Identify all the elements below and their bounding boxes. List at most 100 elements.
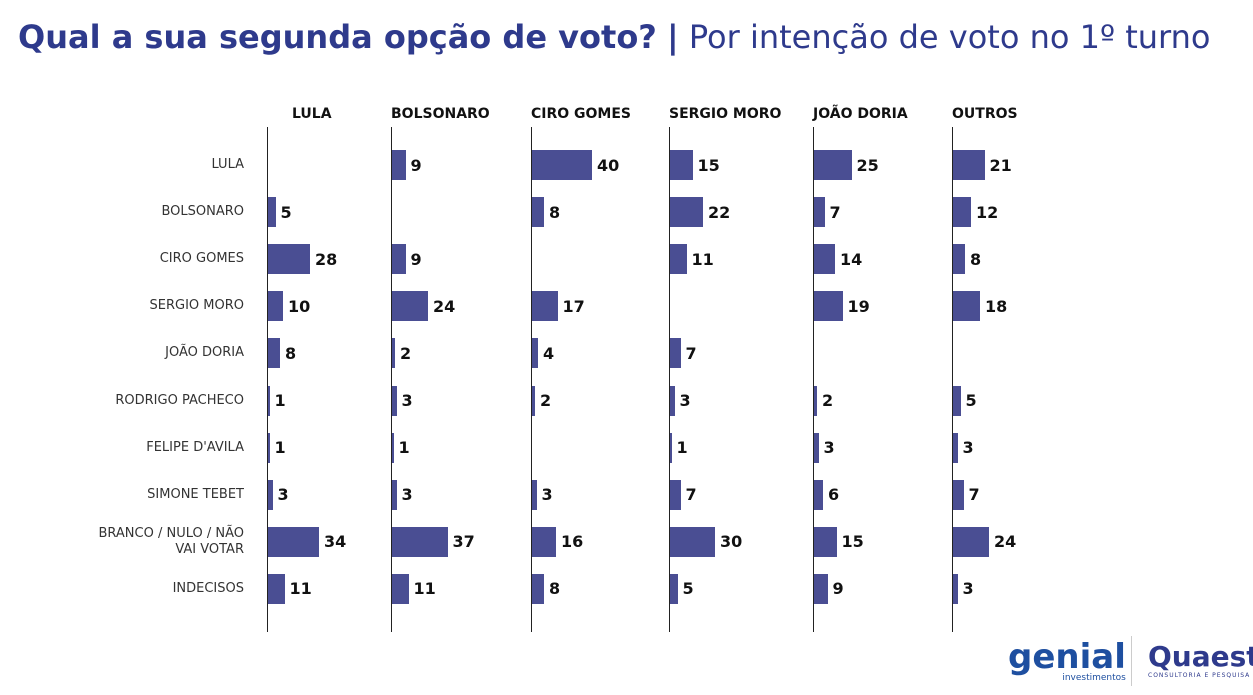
value-label: 5 (682, 579, 694, 599)
bar (814, 573, 828, 604)
value-label: 7 (829, 202, 841, 222)
bar (670, 385, 675, 416)
value-label: 3 (277, 485, 289, 505)
bar (392, 150, 406, 180)
bar (814, 291, 843, 322)
logo-genial: genial investimentos (1008, 640, 1126, 683)
value-label: 5 (965, 391, 977, 410)
column-header: CIRO GOMES (531, 106, 632, 122)
row-label: CIRO GOMES (159, 251, 244, 267)
axis-line (267, 127, 268, 632)
bar (268, 291, 283, 322)
axis-line (813, 127, 814, 632)
value-label: 19 (847, 296, 870, 316)
bar (532, 479, 537, 510)
value-label: 3 (962, 438, 974, 458)
logo-sub: CONSULTORIA E PESQUISA (1148, 672, 1251, 679)
bar (392, 526, 448, 557)
bar (670, 244, 687, 275)
value-label: 9 (832, 579, 844, 599)
bar (532, 150, 592, 180)
value-label: 1 (274, 391, 286, 410)
bar (670, 479, 681, 510)
row-label: BOLSONARO (161, 204, 244, 220)
row-label: BRANCO / NULO / NÃO VAI VOTAR (98, 525, 244, 557)
value-label: 30 (720, 532, 743, 552)
bar (268, 197, 276, 228)
value-label: 2 (400, 343, 412, 363)
column-header: JOÃO DORIA (813, 106, 908, 122)
separator: | (667, 18, 679, 56)
value-label: 11 (691, 249, 714, 269)
bar (532, 197, 544, 228)
logo-sub: investimentos (1062, 673, 1126, 683)
value-label: 3 (679, 391, 691, 410)
value-label: 8 (549, 202, 561, 222)
value-label: 12 (976, 202, 999, 222)
bar (392, 479, 397, 510)
value-label: 15 (841, 532, 864, 552)
value-label: 14 (840, 249, 863, 269)
value-label: 11 (413, 579, 436, 599)
column-header: LULA (292, 106, 332, 122)
bar (953, 385, 961, 416)
bar (953, 526, 989, 557)
value-label: 7 (685, 343, 697, 363)
bar (953, 291, 980, 322)
bar (392, 291, 428, 322)
bar (953, 479, 964, 510)
bar (670, 197, 703, 228)
value-label: 7 (685, 485, 697, 505)
bar (392, 338, 395, 369)
value-label: 22 (708, 202, 731, 222)
chart-subtitle: Por intenção de voto no 1º turno (688, 18, 1211, 56)
value-label: 8 (549, 579, 561, 599)
bar (814, 526, 837, 557)
value-label: 28 (315, 249, 338, 269)
bar (392, 244, 406, 275)
value-label: 6 (828, 485, 840, 505)
bar (670, 432, 672, 463)
row-label: SERGIO MORO (149, 298, 245, 314)
row-label: INDECISOS (172, 580, 244, 596)
bar (268, 385, 270, 416)
bar (268, 573, 285, 604)
value-label: 4 (543, 343, 555, 363)
value-label: 1 (676, 438, 688, 458)
bar (814, 385, 817, 416)
value-label: 8 (285, 343, 297, 363)
bar (392, 573, 409, 604)
value-label: 40 (597, 155, 620, 175)
value-label: 17 (562, 296, 585, 316)
column-header: OUTROS (952, 106, 1018, 122)
bar (532, 385, 535, 416)
bar (532, 573, 544, 604)
value-label: 3 (962, 579, 974, 599)
value-label: 7 (968, 485, 980, 505)
value-label: 1 (274, 438, 286, 458)
value-label: 3 (541, 485, 553, 505)
bar (532, 526, 556, 557)
bar (814, 197, 825, 228)
bar (532, 291, 558, 322)
axis-line (391, 127, 392, 632)
bar (268, 526, 319, 557)
bar (268, 338, 280, 369)
bar (392, 432, 394, 463)
value-label: 9 (410, 249, 422, 269)
bar (268, 244, 310, 275)
bar (953, 432, 958, 463)
bar (953, 244, 965, 275)
logo-text: genial (1008, 637, 1126, 677)
value-label: 3 (401, 391, 413, 410)
bar (953, 150, 985, 180)
axis-line (669, 127, 670, 632)
value-label: 3 (401, 485, 413, 505)
value-label: 24 (433, 296, 456, 316)
bar (814, 432, 819, 463)
bar (670, 338, 681, 369)
value-label: 24 (994, 532, 1017, 552)
bar (814, 150, 852, 180)
value-label: 21 (989, 155, 1012, 175)
